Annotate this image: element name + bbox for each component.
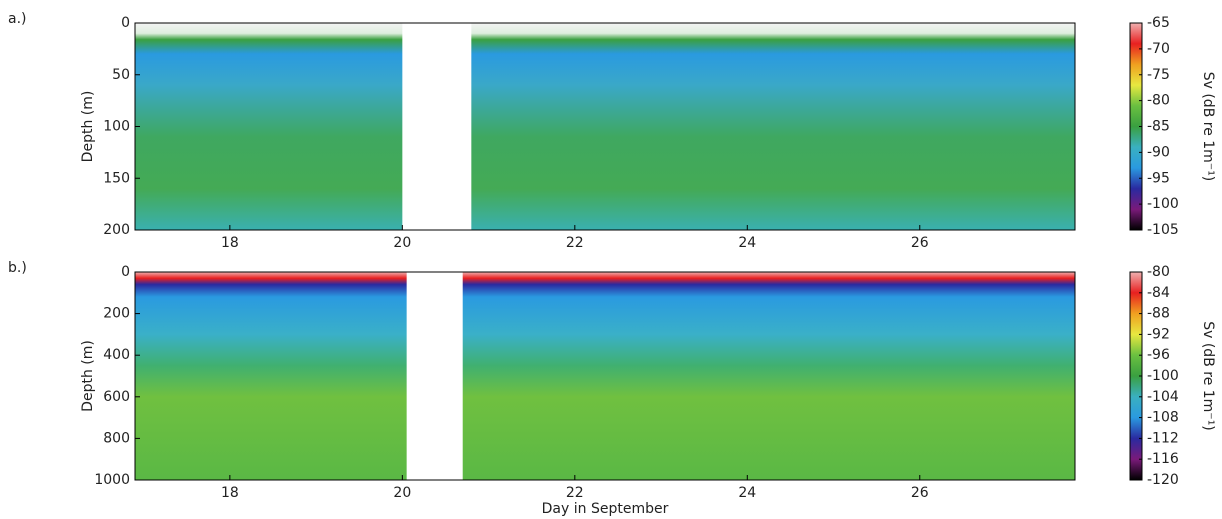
x-tick-label: 26 bbox=[911, 485, 929, 501]
y-tick-label: 150 bbox=[103, 170, 130, 186]
colorbar-tick-label: -100 bbox=[1147, 196, 1179, 212]
colorbar-tick-label: -88 bbox=[1147, 306, 1170, 322]
data-gap bbox=[402, 22, 472, 231]
colorbar-label: Sv (dB re 1m⁻¹) bbox=[1200, 72, 1216, 182]
y-tick-label: 50 bbox=[112, 67, 130, 83]
colorbar-tick-label: -95 bbox=[1147, 170, 1170, 186]
colorbar-tick-label: -108 bbox=[1147, 410, 1179, 426]
colorbar-label: Sv (dB re 1m⁻¹) bbox=[1200, 321, 1216, 431]
x-tick-label: 24 bbox=[738, 235, 756, 251]
y-tick-label: 800 bbox=[103, 430, 130, 446]
data-gap bbox=[406, 271, 463, 481]
x-tick-label: 18 bbox=[221, 485, 239, 501]
y-tick-label: 0 bbox=[121, 264, 130, 280]
x-tick-label: 18 bbox=[221, 235, 239, 251]
y-tick-label: 0 bbox=[121, 15, 130, 31]
x-axis-label: Day in September bbox=[542, 501, 669, 517]
y-tick-label: 600 bbox=[103, 389, 130, 405]
colorbar-tick-label: -80 bbox=[1147, 264, 1170, 280]
panel-label: a.) bbox=[8, 11, 27, 27]
colorbar-tick-label: -120 bbox=[1147, 472, 1179, 488]
colorbar-tick-label: -80 bbox=[1147, 93, 1170, 109]
y-tick-label: 400 bbox=[103, 347, 130, 363]
colorbar-tick-label: -85 bbox=[1147, 119, 1170, 135]
x-tick-label: 22 bbox=[566, 485, 584, 501]
x-tick-label: 24 bbox=[738, 485, 756, 501]
x-tick-label: 22 bbox=[566, 235, 584, 251]
y-tick-label: 200 bbox=[103, 306, 130, 322]
y-axis-label: Depth (m) bbox=[80, 91, 96, 163]
colorbar-tick-label: -84 bbox=[1147, 285, 1170, 301]
colorbar-tick-label: -104 bbox=[1147, 389, 1179, 405]
colorbar-tick-label: -96 bbox=[1147, 347, 1170, 363]
colorbar-tick-label: -70 bbox=[1147, 41, 1170, 57]
x-tick-label: 26 bbox=[911, 235, 929, 251]
colorbar-tick-label: -100 bbox=[1147, 368, 1179, 384]
colorbar-tick-label: -105 bbox=[1147, 222, 1179, 238]
colorbar-tick-label: -116 bbox=[1147, 451, 1179, 467]
colorbar-tick-label: -112 bbox=[1147, 430, 1179, 446]
echogram bbox=[135, 23, 1075, 230]
colorbar-tick-label: -75 bbox=[1147, 67, 1170, 83]
plot-frame bbox=[134, 271, 1076, 481]
x-tick-label: 20 bbox=[393, 485, 411, 501]
colorbar-tick-label: -90 bbox=[1147, 144, 1170, 160]
y-tick-label: 100 bbox=[103, 119, 130, 135]
colorbar-tick-label: -65 bbox=[1147, 15, 1170, 31]
y-tick-label: 1000 bbox=[94, 472, 130, 488]
echogram bbox=[135, 272, 1075, 480]
x-tick-label: 20 bbox=[393, 235, 411, 251]
panel-label: b.) bbox=[8, 260, 27, 276]
y-tick-label: 200 bbox=[103, 222, 130, 238]
y-axis-label: Depth (m) bbox=[80, 340, 96, 412]
colorbar-tick-label: -92 bbox=[1147, 326, 1170, 342]
